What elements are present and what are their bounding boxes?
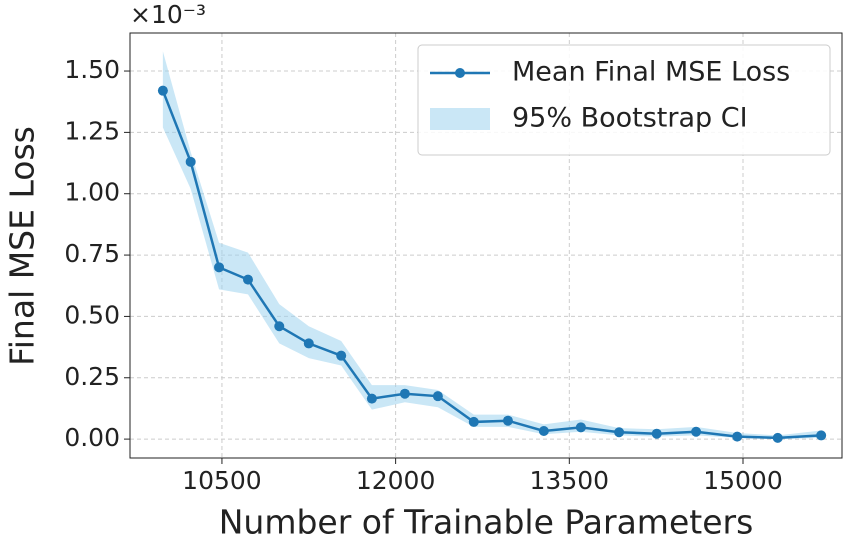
point [575, 422, 586, 433]
legend-frame [417, 44, 831, 156]
point [816, 430, 827, 441]
point [336, 350, 347, 361]
y-axis-label: Final MSE Loss [3, 126, 42, 366]
y-offset-label: ×10⁻³ [130, 0, 206, 29]
point [468, 416, 479, 427]
point [185, 156, 196, 167]
y-tick-label: 0.25 [64, 362, 120, 391]
point [691, 426, 702, 437]
x-axis-label: Number of Trainable Parameters [219, 503, 754, 542]
series-line [161, 90, 822, 440]
point [538, 426, 549, 437]
legend: Mean Final MSE Loss 95% Bootstrap CI [417, 44, 831, 156]
point [303, 338, 314, 349]
y-tick-label: 0.00 [64, 423, 120, 452]
point [502, 415, 513, 426]
point [214, 262, 225, 273]
legend-label: 95% Bootstrap CI [512, 103, 748, 134]
y-tick-label: 1.00 [64, 178, 120, 207]
point [399, 388, 410, 399]
point [274, 321, 285, 332]
point [157, 85, 168, 96]
y-tick-label: 0.50 [64, 300, 120, 329]
point [242, 274, 253, 285]
legend-patch [430, 108, 490, 130]
point [772, 432, 783, 443]
point [432, 391, 443, 402]
point [732, 431, 743, 442]
y-tick-label: 1.25 [64, 116, 120, 145]
x-tick-label: 10500 [182, 466, 262, 495]
point [614, 427, 625, 438]
point [366, 393, 377, 404]
x-tick-label: 13500 [530, 466, 610, 495]
ci-band [162, 51, 822, 440]
legend-marker [455, 68, 465, 78]
legend-label: Mean Final MSE Loss [512, 57, 790, 88]
point [651, 428, 662, 439]
y-tick-label: 1.50 [64, 55, 120, 84]
x-tick-label: 15000 [703, 466, 783, 495]
x-tick-label: 12000 [356, 466, 436, 495]
y-tick-label: 0.75 [64, 239, 120, 268]
axes-frame [129, 32, 843, 459]
